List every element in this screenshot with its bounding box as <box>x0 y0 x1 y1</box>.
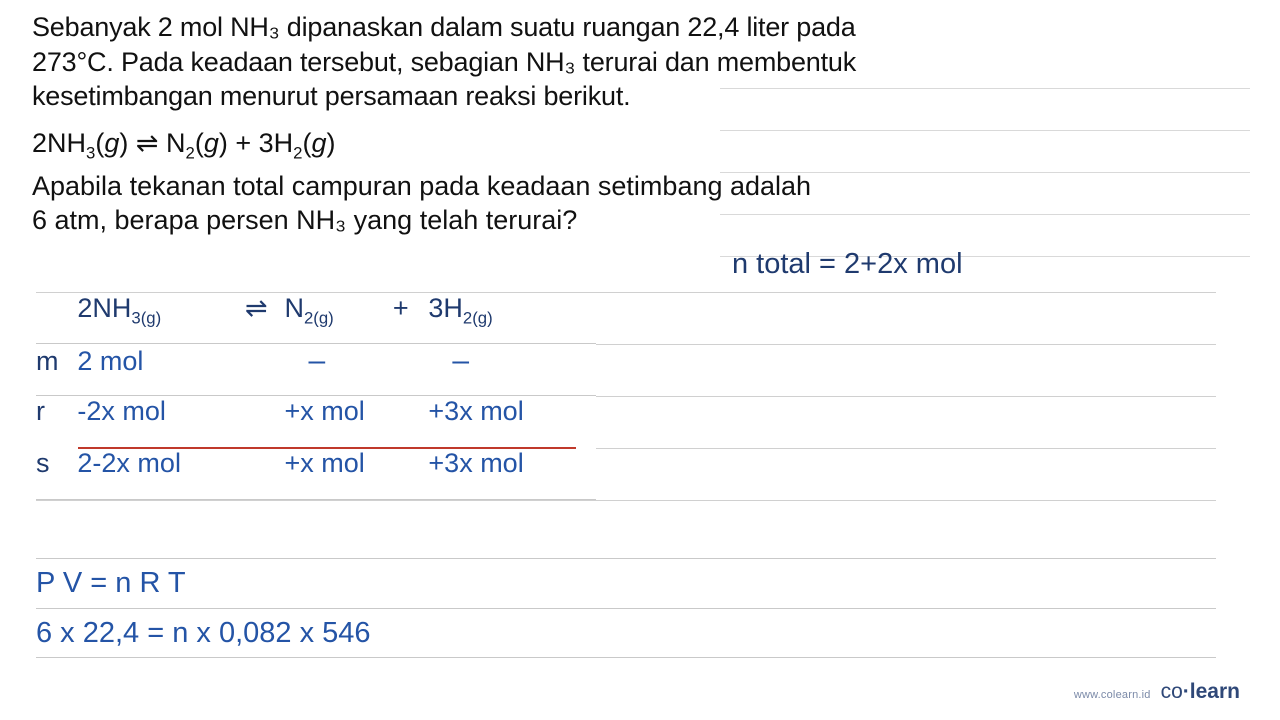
page-content: Sebanyak 2 mol NH₃ dipanaskan dalam suat… <box>32 10 1248 238</box>
ice-header-species-2: N2(g) <box>284 293 392 324</box>
ice-r-c1: -2x mol <box>77 396 245 427</box>
ice-label-m: m <box>36 346 77 377</box>
main-equation: 2NH3(g) ⇌ N2(g) + 3H2(g) <box>32 128 1248 159</box>
brand-part-a: co <box>1161 680 1183 703</box>
equilibrium-arrow-icon: ⇌ <box>136 128 159 159</box>
rule-line <box>596 396 1216 397</box>
equation-lhs: 2NH3(g) <box>32 128 128 158</box>
problem-question: Apabila tekanan total campuran pada kead… <box>32 169 1248 238</box>
brand-part-b: learn <box>1190 680 1240 703</box>
ice-m-c3: – <box>428 344 596 378</box>
footer: www.colearn.id co·learn <box>1074 680 1240 704</box>
ice-header-row: m 2NH3(g) ⇌ N2(g) + 3H2(g) <box>36 292 596 344</box>
equation-rhs: N2(g) + 3H2(g) <box>166 128 335 158</box>
problem-line-5: 6 atm, berapa persen NH₃ yang telah teru… <box>32 205 577 235</box>
problem-line-1: Sebanyak 2 mol NH₃ dipanaskan dalam suat… <box>32 12 856 42</box>
problem-line-3: kesetimbangan menurut persamaan reaksi b… <box>32 81 630 111</box>
ice-header-species-1: 2NH3(g) <box>77 293 245 324</box>
problem-text: Sebanyak 2 mol NH₃ dipanaskan dalam suat… <box>32 10 1248 114</box>
pv-block: P V = n R T 6 x 22,4 = n x 0,082 x 546 <box>36 558 1216 658</box>
ice-s-c2: +x mol <box>284 448 392 479</box>
ice-label-r: r <box>36 396 77 427</box>
ice-row-m: m 2 mol – – <box>36 344 596 396</box>
ice-header-species-3: 3H2(g) <box>428 293 596 324</box>
ice-r-c3: +3x mol <box>428 396 596 427</box>
ice-row-r: r -2x mol +x mol +3x mol <box>36 396 596 448</box>
footer-url: www.colearn.id <box>1074 689 1151 701</box>
rule-line <box>596 344 1216 345</box>
rule-line <box>596 448 1216 449</box>
ice-row-s: s 2-2x mol +x mol +3x mol <box>36 448 596 500</box>
rule-line <box>36 500 596 501</box>
ice-label-s: s <box>36 448 77 479</box>
footer-brand: co·learn <box>1161 680 1240 704</box>
rule-line <box>36 292 1216 293</box>
rule-line <box>596 500 1216 501</box>
ice-r-c2: +x mol <box>284 396 392 427</box>
red-underline <box>78 447 576 449</box>
pv-line-2: 6 x 22,4 = n x 0,082 x 546 <box>36 608 1216 658</box>
ice-s-c1: 2-2x mol <box>77 448 245 479</box>
ice-m-c2: – <box>284 344 392 378</box>
problem-line-4: Apabila tekanan total campuran pada kead… <box>32 171 811 201</box>
equilibrium-arrow-icon: ⇌ <box>245 293 284 324</box>
problem-line-2: 273°C. Pada keadaan tersebut, sebagian N… <box>32 47 856 77</box>
ice-s-c3: +3x mol <box>428 448 596 479</box>
pv-line-1: P V = n R T <box>36 558 1216 608</box>
plus-sign: + <box>393 293 429 324</box>
ice-m-c1: 2 mol <box>77 346 245 377</box>
n-total-note: n total = 2+2x mol <box>732 248 963 281</box>
ice-table: m 2NH3(g) ⇌ N2(g) + 3H2(g) m 2 mol – – r… <box>36 292 596 500</box>
brand-dot-icon: · <box>1183 680 1190 703</box>
